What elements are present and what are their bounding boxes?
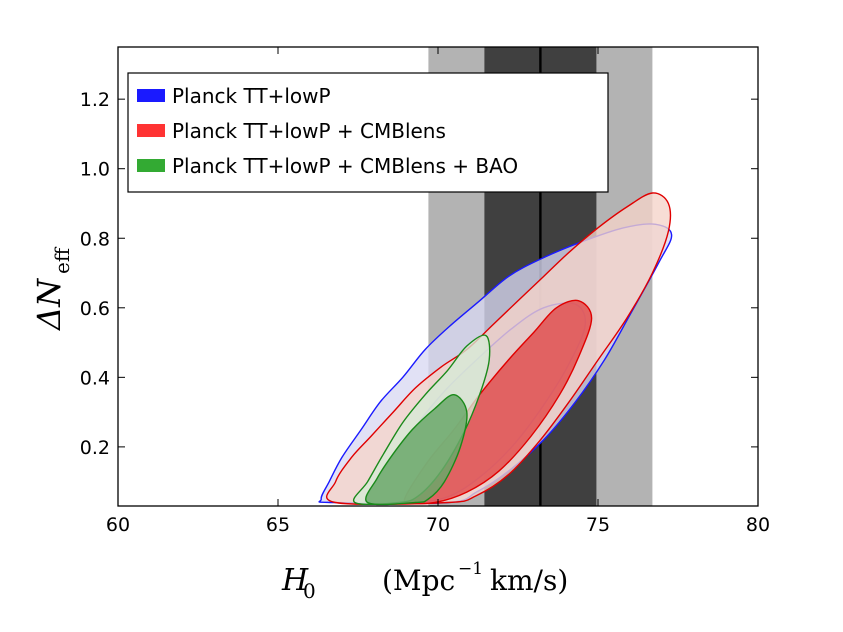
x-axis-ticks: 60 65 70 75 80 bbox=[106, 47, 770, 536]
x-tick-label: 80 bbox=[746, 514, 770, 536]
x-label-units-close: km/s) bbox=[490, 564, 568, 597]
x-tick-label: 65 bbox=[266, 514, 290, 536]
contour-bao-68 bbox=[365, 394, 468, 506]
legend-swatch-bao bbox=[137, 159, 165, 172]
x-tick-label: 70 bbox=[426, 514, 450, 536]
y-tick-label: 0.4 bbox=[80, 367, 110, 389]
x-axis-label: H 0 (Mpc −1 km/s) bbox=[281, 559, 568, 603]
legend-box bbox=[127, 72, 609, 193]
x-label-units-sup: −1 bbox=[458, 559, 483, 579]
y-tick-label: 1.2 bbox=[80, 89, 110, 111]
x-tick-label: 75 bbox=[586, 514, 610, 536]
x-label-symbol: H bbox=[281, 563, 309, 598]
x-label-sub: 0 bbox=[303, 579, 316, 603]
contours-layer bbox=[318, 192, 673, 506]
y-tick-label: 1.0 bbox=[80, 159, 110, 181]
contour-bao bbox=[352, 334, 491, 506]
y-label-sub: eff bbox=[50, 246, 74, 274]
legend-label-bao: Planck TT+lowP + CMBlens + BAO bbox=[172, 154, 518, 178]
legend: Planck TT+lowP Planck TT+lowP + CMBlens … bbox=[127, 72, 609, 193]
legend-label-cmblens: Planck TT+lowP + CMBlens bbox=[172, 119, 446, 143]
x-tick-label: 60 bbox=[106, 514, 130, 536]
x-label-units-open: (Mpc bbox=[382, 564, 455, 597]
y-tick-label: 0.8 bbox=[80, 228, 110, 250]
y-axis-label: ΔN eff bbox=[30, 246, 74, 332]
y-axis-ticks: 0.2 0.4 0.6 0.8 1.0 1.2 bbox=[80, 89, 758, 459]
legend-swatch-planck bbox=[137, 89, 165, 102]
y-label-symbol: ΔN bbox=[30, 278, 68, 332]
legend-label-planck: Planck TT+lowP bbox=[172, 84, 331, 108]
legend-swatch-cmblens bbox=[137, 124, 165, 137]
y-tick-label: 0.2 bbox=[80, 437, 110, 459]
y-tick-label: 0.6 bbox=[80, 298, 110, 320]
